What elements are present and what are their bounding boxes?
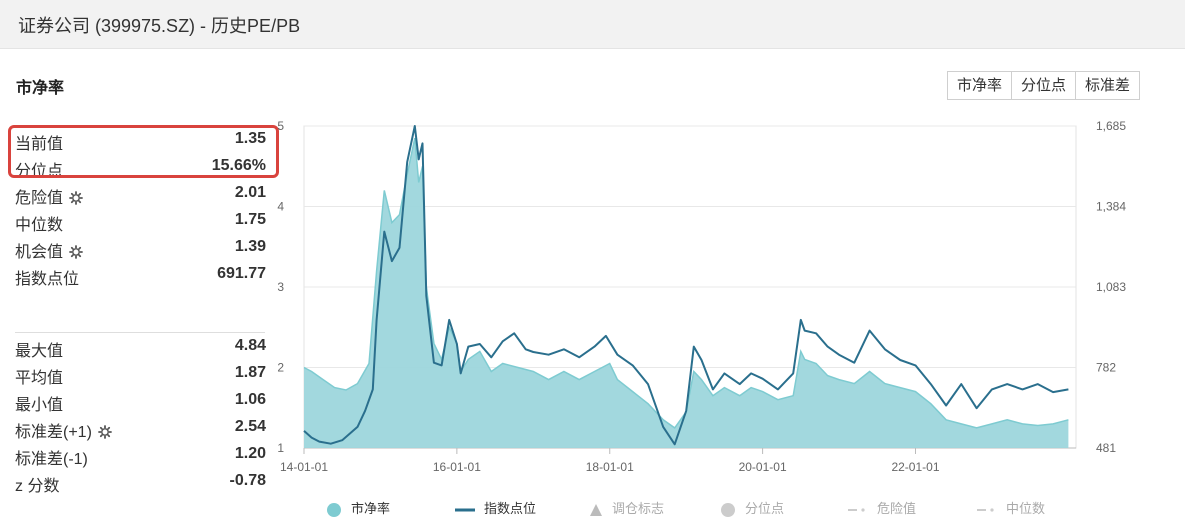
legend-item[interactable]: 市净率: [326, 498, 390, 518]
stat-value: 2.54: [234, 418, 266, 435]
gear-icon[interactable]: [69, 245, 83, 264]
stat-label: 最大值: [15, 343, 64, 360]
pb-history-chart[interactable]: 1 2 3 4 5 481 782 1,083 1,384 1,685 14-01-01 16-01-…: [0, 0, 1185, 495]
legend-label: 市净率: [351, 501, 391, 516]
gear-icon[interactable]: [98, 425, 112, 444]
stat-row: 标准差(-1) 1.20: [15, 445, 266, 471]
gear-icon[interactable]: [69, 191, 83, 210]
legend-item[interactable]: 危险值: [848, 498, 916, 518]
stat-label: 标准差(-1): [15, 451, 88, 468]
legend-item[interactable]: 分位点: [720, 498, 784, 518]
stat-label: 危险值: [15, 184, 83, 210]
legend-label: 调仓标志: [612, 501, 665, 516]
x-tick-label: 20-01-01: [739, 460, 787, 474]
stat-value: 1.06: [234, 391, 266, 408]
stat-row: 最大值 4.84: [15, 337, 266, 363]
section-title: 市净率: [16, 80, 65, 97]
y-right-tick-label: 481: [1096, 441, 1116, 455]
stat-row: 当前值 1.35: [15, 130, 266, 156]
stat-value: 4.84: [234, 337, 266, 354]
stat-value: -0.78: [229, 472, 266, 489]
legend-item[interactable]: 调仓标志: [589, 498, 664, 517]
stat-row: 机会值 1.39: [15, 238, 266, 264]
pb-line: [303, 137, 1069, 429]
stat-label: z 分数: [15, 478, 60, 495]
chart-legend: 市净率 指数点位 调仓标志 分位点 危险值 中位数: [326, 498, 1106, 518]
y-right-tick-label: 1,083: [1096, 280, 1126, 294]
legend-item[interactable]: 指数点位: [455, 498, 536, 518]
stat-label: 指数点位: [15, 271, 80, 288]
stats-divider: [15, 332, 265, 333]
stat-label: 中位数: [15, 217, 64, 234]
window-title-bar: 证券公司 (399975.SZ) - 历史PE/PB: [0, 0, 1185, 49]
window-title: 证券公司 (399975.SZ) - 历史PE/PB: [18, 16, 301, 36]
stat-value: 1.75: [234, 211, 266, 228]
index-line: [303, 125, 1069, 446]
y-left-tick-label: 1: [277, 441, 284, 455]
x-tick-label: 14-01-01: [280, 460, 328, 474]
legend-label: 中位数: [1006, 501, 1046, 516]
stat-label: 平均值: [15, 370, 64, 387]
x-tick-label: 22-01-01: [891, 460, 939, 474]
stat-value: 1.35: [234, 130, 266, 147]
y-left-tick-label: 2: [277, 361, 284, 375]
legend-label: 分位点: [745, 501, 785, 516]
y-left-tick-label: 4: [277, 200, 284, 214]
view-tabs: 市净率 分位点 标准差: [947, 71, 1141, 100]
stat-label: 当前值: [15, 136, 64, 153]
x-tick-label: 18-01-01: [586, 460, 634, 474]
y-right-tick-label: 1,384: [1096, 200, 1126, 214]
x-tick-label: 16-01-01: [433, 460, 481, 474]
legend-item[interactable]: 中位数: [977, 498, 1045, 518]
stat-label: 机会值: [15, 238, 83, 264]
stat-label: 最小值: [15, 397, 64, 414]
tab-percentile[interactable]: 分位点: [1011, 71, 1077, 100]
stat-value: 2.01: [234, 184, 266, 201]
stat-row: 标准差(+1) 2.54: [15, 418, 266, 444]
legend-label: 指数点位: [484, 501, 537, 516]
stat-row: 危险值 2.01: [15, 184, 266, 210]
highlight-box: [8, 125, 279, 178]
stat-row: 平均值 1.87: [15, 364, 266, 390]
stat-row: 中位数 1.75: [15, 211, 266, 237]
stat-label: 标准差(+1): [15, 418, 112, 444]
y-right-tick-label: 782: [1096, 361, 1116, 375]
stat-value: 1.39: [234, 238, 266, 255]
stat-value: 1.87: [234, 364, 266, 381]
stat-row: 最小值 1.06: [15, 391, 266, 417]
stat-value: 15.66%: [211, 157, 266, 174]
y-left-tick-label: 3: [277, 280, 284, 294]
stat-value: 1.20: [234, 445, 266, 462]
y-right-tick-label: 1,685: [1096, 119, 1126, 133]
stat-value: 691.77: [217, 265, 266, 282]
stat-row: 指数点位 691.77: [15, 265, 266, 291]
tab-std-dev[interactable]: 标准差: [1075, 71, 1141, 100]
y-left-tick-label: 5: [277, 119, 284, 133]
legend-label: 危险值: [877, 501, 917, 516]
stat-row: z 分数 -0.78: [15, 472, 266, 498]
pb-area: [304, 138, 1069, 448]
